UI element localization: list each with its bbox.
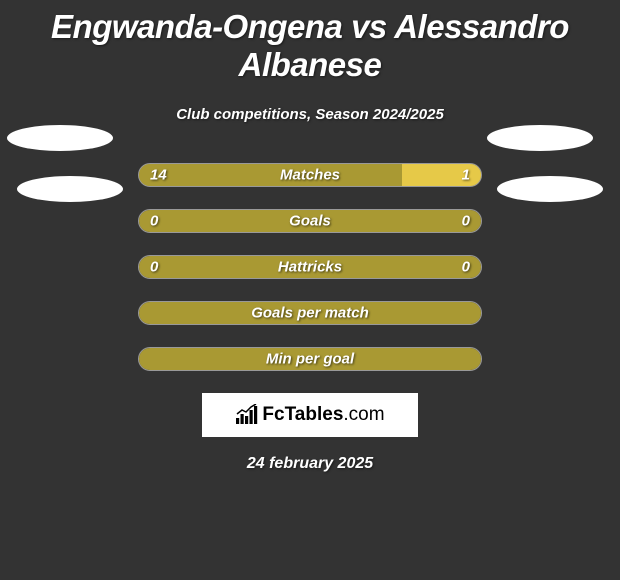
stat-value-right: 0 xyxy=(462,259,470,276)
decorative-ellipse xyxy=(497,176,603,202)
stat-row: Goals per match xyxy=(0,301,620,325)
stat-row: Min per goal xyxy=(0,347,620,371)
subtitle: Club competitions, Season 2024/2025 xyxy=(0,106,620,123)
stat-label: Goals per match xyxy=(251,305,369,322)
decorative-ellipse xyxy=(17,176,123,202)
decorative-ellipse xyxy=(7,125,113,151)
logo-box: FcTables.com xyxy=(202,393,418,437)
chart-icon xyxy=(235,404,259,426)
stat-value-left: 14 xyxy=(150,167,167,184)
stat-label: Min per goal xyxy=(266,351,354,368)
stat-value-right: 1 xyxy=(462,167,470,184)
stat-label: Hattricks xyxy=(278,259,342,276)
bar-left-segment xyxy=(139,164,402,186)
decorative-ellipse xyxy=(487,125,593,151)
stat-label: Goals xyxy=(289,213,331,230)
logo: FcTables.com xyxy=(235,404,384,426)
stat-value-left: 0 xyxy=(150,259,158,276)
stat-row: Hattricks 0 0 xyxy=(0,255,620,279)
stat-row: Goals 0 0 xyxy=(0,209,620,233)
stat-value-left: 0 xyxy=(150,213,158,230)
stat-label: Matches xyxy=(280,167,340,184)
date: 24 february 2025 xyxy=(0,455,620,473)
page-title: Engwanda-Ongena vs Alessandro Albanese xyxy=(0,0,620,84)
logo-text: FcTables.com xyxy=(262,404,384,426)
stat-value-right: 0 xyxy=(462,213,470,230)
